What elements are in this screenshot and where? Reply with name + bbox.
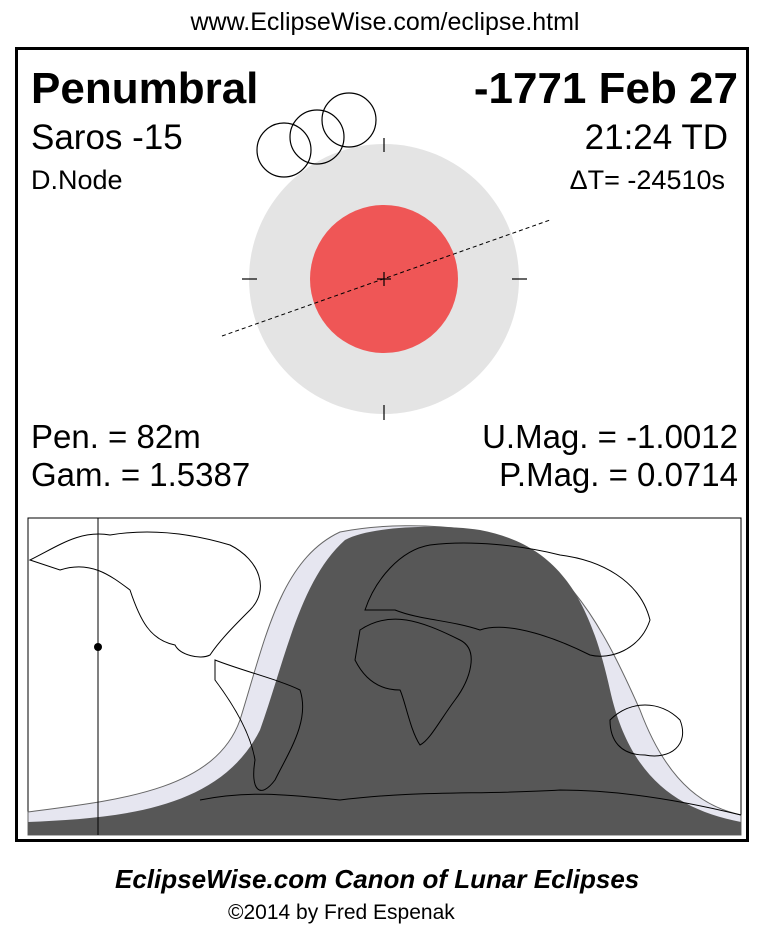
url: www.EclipseWise.com/eclipse.html xyxy=(190,8,580,36)
diagram-frame xyxy=(15,47,749,842)
moon-position-greatest xyxy=(289,109,345,165)
umbral-magnitude: U.Mag. = -1.0012 xyxy=(482,418,738,455)
umbral-visibility-zone xyxy=(28,526,741,835)
footer-title: EclipseWise.com Canon of Lunar Eclipses xyxy=(115,864,640,894)
penumbral-duration: Pen. = 82m xyxy=(31,418,201,455)
copyright: ©2014 by Fred Espenak xyxy=(228,901,455,924)
node: D.Node xyxy=(31,165,123,195)
saros: Saros -15 xyxy=(31,118,183,157)
eclipse-date: -1771 Feb 27 xyxy=(473,64,738,113)
visibility-map xyxy=(27,517,742,836)
delta-t: ΔT= -24510s xyxy=(569,165,725,195)
moon-position-first-contact xyxy=(256,122,312,178)
eclipse-type: Penumbral xyxy=(31,64,259,113)
continent-outlines xyxy=(28,531,742,816)
eclipse-time: 21:24 TD xyxy=(584,118,728,157)
penumbral-magnitude: P.Mag. = 0.0714 xyxy=(499,456,738,493)
moon-position-last-contact xyxy=(321,92,377,148)
gamma: Gam. = 1.5387 xyxy=(31,456,251,493)
moon-path xyxy=(221,219,551,337)
sub-lunar-point xyxy=(94,643,102,651)
